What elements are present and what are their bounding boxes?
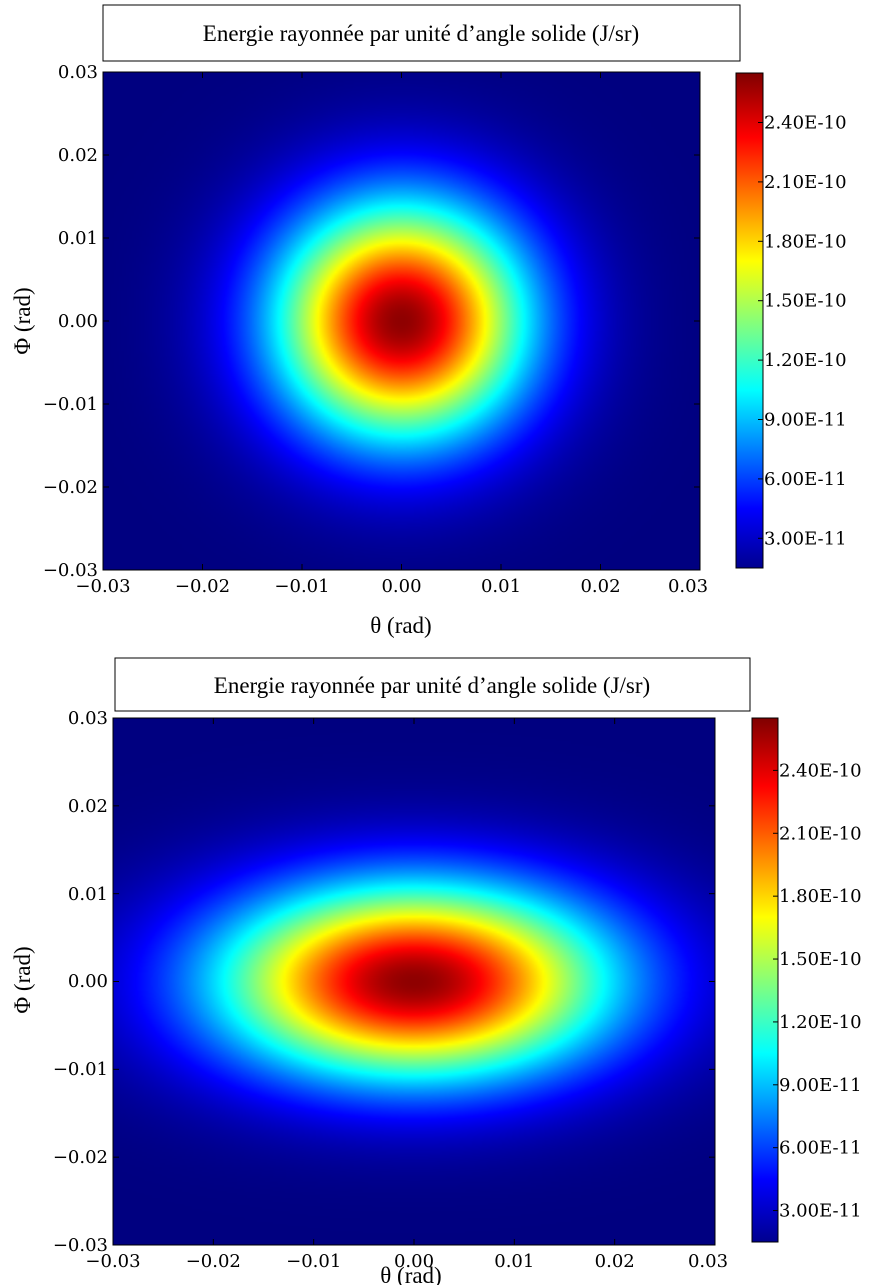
heatmap-1 [103,72,700,570]
ytick-label-2-6: −0.03 [53,1235,108,1256]
colorbar-label-2-3: 1.20E-10 [779,1012,862,1033]
ytick-label-2-5: −0.02 [53,1147,108,1168]
ytick-label-1-2: 0.01 [58,228,98,249]
xtick-label-1-6: 0.03 [668,576,708,597]
colorbar-label-2-0: 3.00E-11 [779,1201,862,1222]
heatmap-2 [113,718,715,1245]
colorbar-1 [735,72,764,569]
y-axis-label-1: Φ (rad) [10,287,35,354]
ytick-label-1-0: 0.03 [58,62,98,83]
ytick-label-2-0: 0.03 [68,708,108,729]
ytick-label-2-3: 0.00 [68,971,108,992]
xtick-label-2-6: 0.03 [688,1251,728,1272]
x-axis-label-2: θ (rad) [380,1263,441,1285]
x-axis-label-1: θ (rad) [370,613,431,638]
colorbar-ticks-2: 3.00E-11 6.00E-11 9.00E-11 1.20E-10 1.50E-10… [773,760,862,1222]
colorbar-label-1-0: 3.00E-11 [764,528,847,549]
colorbar-label-1-2: 9.00E-11 [764,410,847,431]
colorbar-label-1-7: 2.40E-10 [764,113,847,134]
tick-marks-2 [112,717,716,1246]
xtick-label-1-2: −0.01 [274,576,329,597]
xtick-label-1-3: 0.00 [381,576,421,597]
colorbar-label-2-4: 1.50E-10 [779,949,862,970]
xtick-label-1-1: −0.02 [175,576,230,597]
ytick-label-2-1: 0.02 [68,796,108,817]
xtick-label-1-4: 0.01 [481,576,521,597]
colorbar-label-1-1: 6.00E-11 [764,469,847,490]
xtick-label-2-0: −0.03 [85,1251,140,1272]
ytick-label-1-4: −0.01 [43,394,98,415]
xtick-label-2-4: 0.01 [494,1251,534,1272]
colorbar-label-1-6: 2.10E-10 [764,172,847,193]
ytick-label-1-1: 0.02 [58,145,98,166]
xtick-label-1-5: 0.02 [580,576,620,597]
colorbar-2 [751,717,779,1243]
xtick-label-2-3: 0.00 [394,1251,434,1272]
tick-marks-1 [102,71,701,571]
colorbar-label-1-3: 1.20E-10 [764,350,847,371]
y-axis-label-2: Φ (rad) [10,946,35,1013]
ytick-label-1-3: 0.00 [58,311,98,332]
xtick-label-2-2: −0.01 [286,1251,341,1272]
ytick-label-2-4: −0.01 [53,1059,108,1080]
colorbar-label-1-4: 1.50E-10 [764,291,847,312]
title-box-1 [102,4,741,62]
title-box-2 [114,657,751,712]
colorbar-label-2-2: 9.00E-11 [779,1075,862,1096]
panel-2: Energie rayonnée par unité d’angle solid… [10,657,862,1285]
colorbar-label-2-6: 2.10E-10 [779,823,862,844]
colorbar-ticks-1: 3.00E-11 6.00E-11 9.00E-11 1.20E-10 1.50E-10… [758,113,847,549]
colorbar-label-2-7: 2.40E-10 [779,760,862,781]
ytick-label-2-2: 0.01 [68,884,108,905]
xtick-label-2-1: −0.02 [186,1251,241,1272]
xtick-label-1-0: −0.03 [75,576,130,597]
panel-1: Energie rayonnée par unité d’angle solid… [10,4,847,638]
ytick-label-1-6: −0.03 [43,560,98,581]
chart-title-1: Energie rayonnée par unité d’angle solid… [203,21,639,46]
colorbar-label-2-5: 1.80E-10 [779,886,862,907]
chart-title-2: Energie rayonnée par unité d’angle solid… [214,673,650,698]
colorbar-label-1-5: 1.80E-10 [764,231,847,252]
xtick-label-2-5: 0.02 [595,1251,635,1272]
colorbar-label-2-1: 6.00E-11 [779,1138,862,1159]
ytick-label-1-5: −0.02 [43,477,98,498]
